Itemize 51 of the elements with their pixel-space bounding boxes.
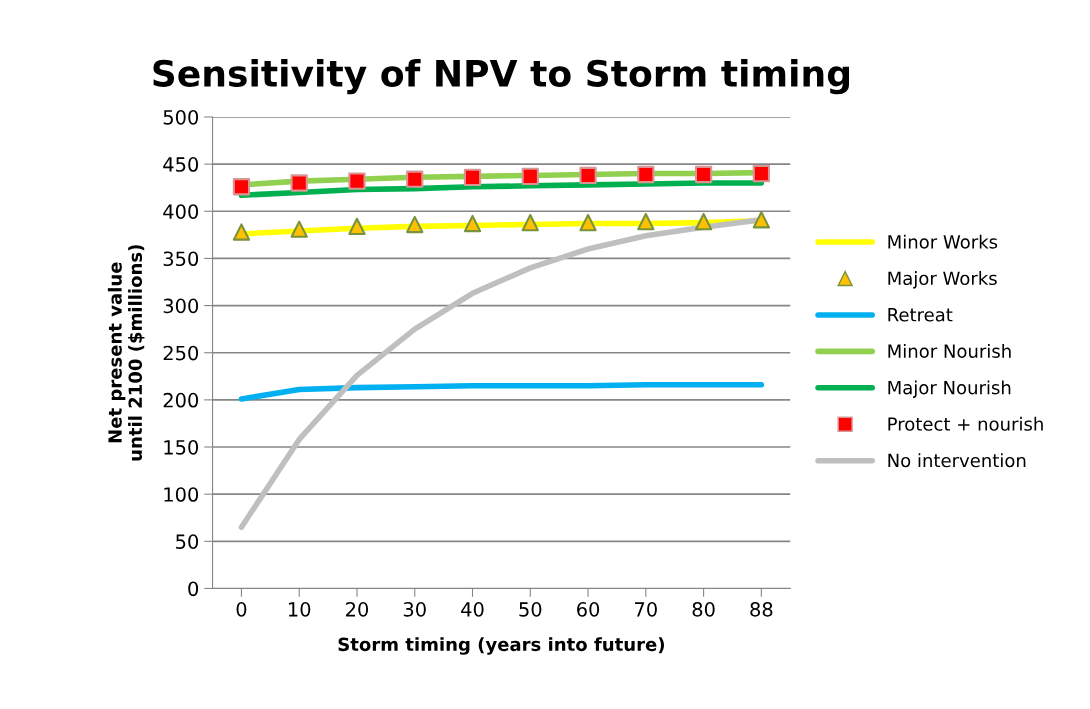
point (752, 211, 771, 229)
point (521, 167, 539, 186)
y-tick-label: 450 (163, 157, 199, 172)
y-tick-label: 300 (163, 298, 199, 314)
x-axis-title: Storm timing (years into future) (338, 637, 664, 655)
point (637, 165, 655, 184)
y-tick-label: 50 (176, 534, 199, 549)
point (232, 223, 251, 241)
point (694, 213, 713, 231)
legend-label: Major Works (888, 271, 997, 289)
point (752, 164, 771, 183)
x-tick-label: 70 (635, 602, 657, 617)
y-tick-label: 200 (163, 392, 199, 408)
point (348, 172, 366, 190)
legend-label: Protect + nourish (888, 416, 1043, 431)
point (290, 220, 308, 238)
y-tick-label: 350 (163, 251, 199, 267)
y-tick-label: 0 (188, 581, 199, 597)
x-tick-label: 50 (519, 602, 542, 617)
point (579, 213, 597, 232)
point (406, 215, 424, 234)
x-tick-label: 40 (461, 602, 484, 617)
x-tick-label: 88 (750, 602, 773, 617)
y-tick-label: 100 (164, 487, 199, 502)
point (521, 213, 539, 232)
legend-label: Major Nourish (888, 380, 1011, 398)
point (694, 165, 713, 184)
point (637, 213, 655, 231)
point (348, 217, 366, 236)
y-tick-label: 250 (163, 345, 199, 361)
x-tick-label: 0 (236, 602, 247, 617)
x-tick-label: 60 (577, 602, 600, 617)
y-tick-label: 150 (164, 439, 199, 455)
point (290, 174, 308, 192)
x-tick-label: 30 (403, 602, 426, 617)
legend-label: No intervention (888, 453, 1026, 468)
y-tick-label: 500 (163, 109, 199, 125)
y-tick-label: 400 (163, 204, 199, 219)
chart-title: Sensitivity of NPV to Storm timing (153, 58, 849, 95)
x-tick-label: 80 (692, 602, 715, 617)
point (463, 168, 482, 186)
legend-label: Minor Nourish (888, 343, 1011, 358)
point (406, 170, 424, 188)
point (579, 166, 597, 185)
x-tick-label: 10 (288, 602, 311, 617)
legend-label: Minor Works (888, 234, 998, 249)
legend-label: Retreat (888, 308, 953, 322)
x-tick-label: 20 (346, 602, 369, 617)
y-axis-title: Net present value until 2100 ($millions) (107, 245, 145, 461)
point (463, 214, 482, 233)
point (232, 178, 251, 196)
